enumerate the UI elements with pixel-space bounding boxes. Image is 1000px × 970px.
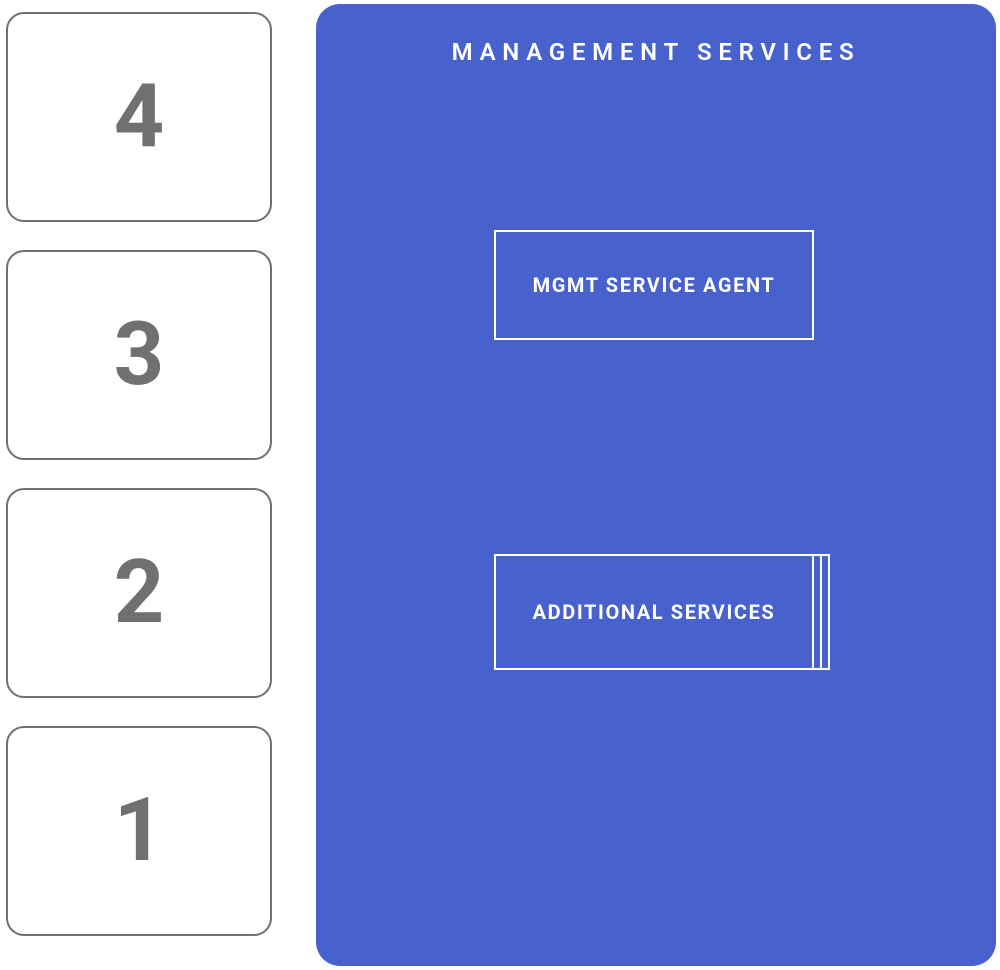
mgmt-service-agent-box: MGMT SERVICE AGENT <box>494 230 814 340</box>
additional-services-box: ADDITIONAL SERVICES <box>494 554 814 670</box>
layer-box-3: 3 <box>6 250 272 460</box>
additional-services-label: ADDITIONAL SERVICES <box>533 599 776 626</box>
mgmt-service-agent-label: MGMT SERVICE AGENT <box>533 272 776 299</box>
layer-box-2: 2 <box>6 488 272 698</box>
layer-number-3: 3 <box>114 311 165 399</box>
panel-title: MANAGEMENT SERVICES <box>316 38 996 66</box>
diagram-container: 4 3 2 1 MANAGEMENT SERVICES MGMT SERVICE… <box>0 0 1000 970</box>
layer-number-1: 1 <box>114 787 165 875</box>
layer-number-4: 4 <box>114 73 165 161</box>
management-services-panel: MANAGEMENT SERVICES <box>316 4 996 966</box>
layer-box-1: 1 <box>6 726 272 936</box>
layer-number-2: 2 <box>114 549 165 637</box>
layer-box-4: 4 <box>6 12 272 222</box>
